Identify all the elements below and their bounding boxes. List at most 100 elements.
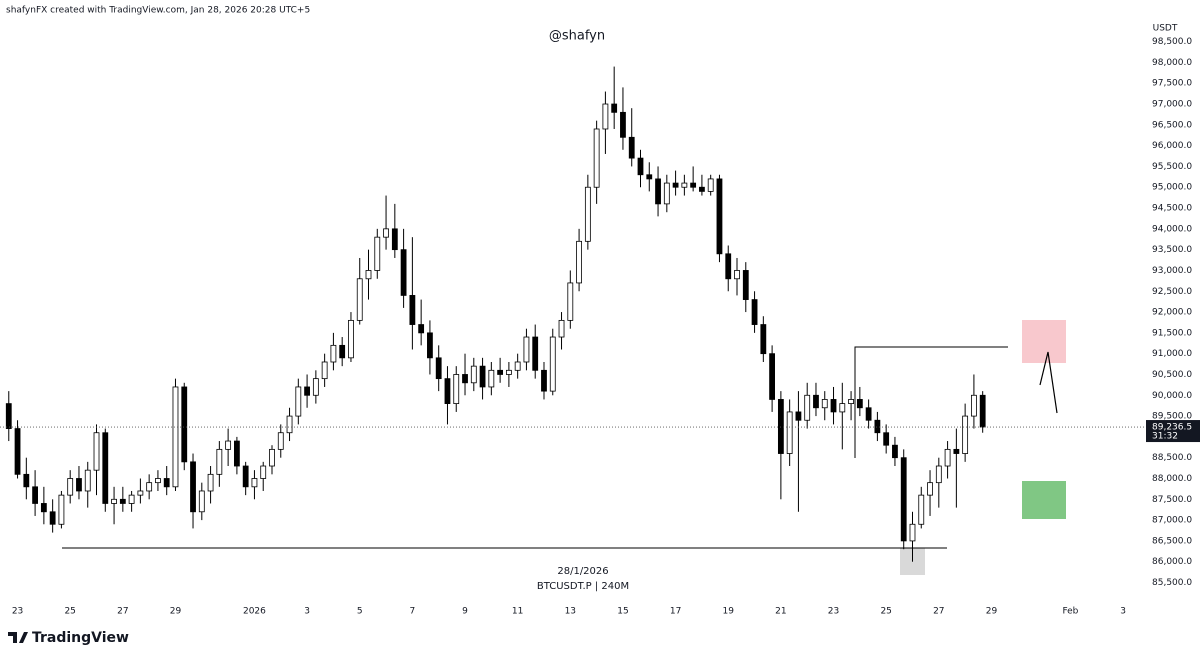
candle-body <box>198 490 205 513</box>
x-tick-label: 25 <box>880 607 891 617</box>
logo-icon <box>8 632 28 643</box>
x-tick-label: 13 <box>565 607 576 617</box>
x-tick-label: 21 <box>775 607 786 617</box>
candle-body <box>690 182 697 188</box>
candle-body <box>453 374 460 405</box>
candle-body <box>58 494 65 525</box>
x-tick-label: 27 <box>933 607 944 617</box>
y-tick-label: 91,000.0 <box>1152 349 1192 359</box>
candle-body <box>40 503 47 513</box>
header: shafynFX created with TradingView.com, J… <box>6 6 310 16</box>
y-tick-label: 85,500.0 <box>1152 578 1192 588</box>
candle-body <box>269 448 275 467</box>
candle-body <box>646 174 653 180</box>
y-tick-label: 88,000.0 <box>1152 474 1192 484</box>
candle-body <box>558 319 565 338</box>
candle-body <box>295 386 302 417</box>
candle-body <box>707 178 714 192</box>
logo-text: TradingView <box>32 630 129 646</box>
candle-body <box>663 182 670 205</box>
candle-body <box>146 482 153 492</box>
x-tick-label: 3 <box>1120 607 1126 617</box>
candle-body <box>444 378 451 405</box>
x-tick-label: 29 <box>170 607 182 617</box>
candle-body <box>23 473 30 488</box>
candle-body <box>900 457 907 542</box>
candle-body <box>391 228 398 251</box>
candle-body <box>76 478 82 492</box>
candle-body <box>865 407 872 421</box>
candle-body <box>971 394 977 417</box>
candle-body <box>418 324 425 334</box>
candle-body <box>321 361 328 380</box>
candle-body <box>128 494 135 504</box>
candle-body <box>172 386 179 488</box>
candle-body <box>777 399 784 454</box>
candle-body <box>330 344 337 363</box>
candle-body <box>725 253 732 280</box>
candle-body <box>400 249 407 296</box>
candle-body <box>699 186 705 192</box>
x-tick-label: 23 <box>12 607 23 617</box>
candle-body <box>365 270 372 280</box>
candle-body <box>84 469 91 492</box>
candle-body <box>225 440 232 450</box>
resistance-line <box>854 346 1008 458</box>
candle-body <box>339 344 346 359</box>
candle-body <box>190 461 196 513</box>
candle-body <box>102 432 109 504</box>
candle-body <box>611 103 618 113</box>
symbol-label: BTCUSDT.P | 240M <box>537 581 629 592</box>
x-tick-label: 9 <box>462 607 468 617</box>
candle-body <box>277 432 284 450</box>
candle-body <box>374 236 381 271</box>
candle-body <box>383 228 389 238</box>
candle-body <box>514 361 521 371</box>
candle-body <box>488 369 495 388</box>
candle-body <box>935 465 942 484</box>
date-label: 28/1/2026 <box>557 566 608 577</box>
y-tick-label: 92,500.0 <box>1152 287 1192 297</box>
candle-body <box>462 374 468 384</box>
candle-body <box>479 365 486 388</box>
candle-body <box>944 448 951 467</box>
candle-body <box>681 182 688 188</box>
candle-body <box>734 270 740 280</box>
y-tick-label: 93,500.0 <box>1152 245 1192 255</box>
candle-body <box>505 369 512 375</box>
x-tick-label: 23 <box>828 607 839 617</box>
candle-body <box>137 490 144 496</box>
y-tick-label: 88,500.0 <box>1152 453 1192 463</box>
candle-body <box>769 353 776 400</box>
candle-body <box>584 186 591 242</box>
x-tick-label: Feb <box>1062 607 1078 617</box>
candle-body <box>856 399 863 409</box>
candle-body <box>655 178 661 205</box>
x-tick-label: 27 <box>117 607 128 617</box>
candle-body <box>716 178 723 255</box>
countdown: 31:32 <box>1152 432 1178 442</box>
candle-body <box>14 428 21 475</box>
candle-body <box>549 336 556 392</box>
y-tick-label: 97,000.0 <box>1152 100 1192 110</box>
candle-body <box>593 128 600 188</box>
last-price-box <box>1146 420 1200 443</box>
candle-body <box>909 523 916 542</box>
x-tick-label: 29 <box>986 607 998 617</box>
candle-body <box>953 448 960 454</box>
y-tick-label: 86,000.0 <box>1152 557 1192 567</box>
candle-body <box>962 415 969 454</box>
y-tick-label: 90,000.0 <box>1152 391 1192 401</box>
x-tick-label: 3 <box>304 607 310 617</box>
candle-body <box>356 278 363 321</box>
candle-body <box>49 511 56 525</box>
candle-body <box>5 403 12 429</box>
candle-body <box>927 482 933 496</box>
candle-body <box>567 282 574 321</box>
x-tick-label: 15 <box>617 607 628 617</box>
candle-body <box>260 465 267 479</box>
candle-body <box>32 486 38 504</box>
y-tick-label: 86,500.0 <box>1152 536 1192 546</box>
